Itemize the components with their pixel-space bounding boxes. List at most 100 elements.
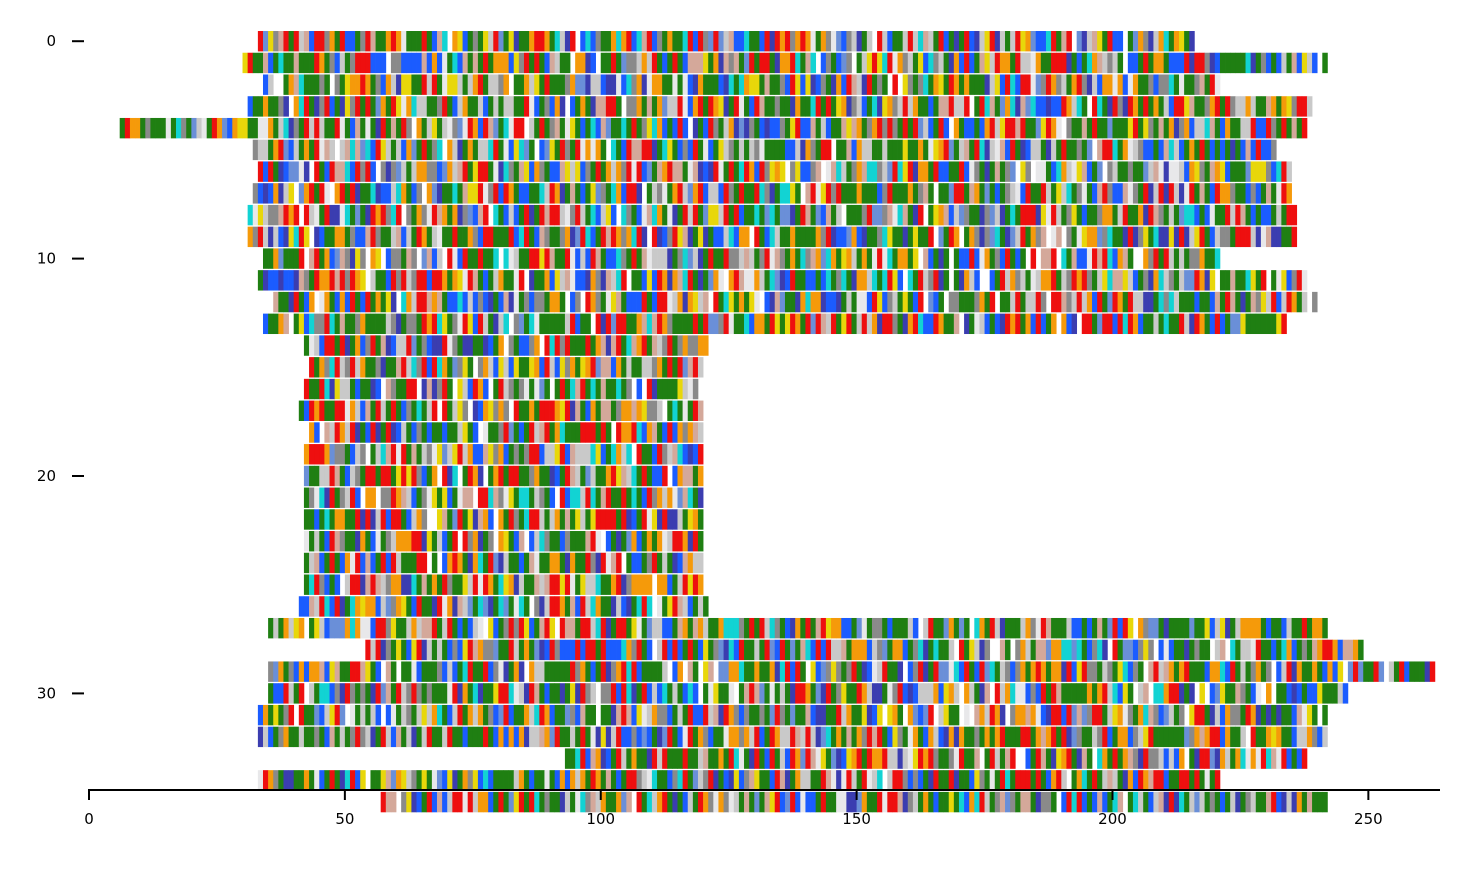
alignment-cell — [257, 204, 264, 226]
alignment-cell — [677, 509, 683, 530]
alignment-cell — [984, 183, 991, 204]
alignment-cell — [723, 313, 730, 335]
alignment-cell — [912, 270, 919, 291]
alignment-cell — [631, 661, 637, 682]
alignment-cell — [923, 617, 929, 639]
alignment-cell — [1260, 183, 1267, 204]
alignment-cell — [672, 465, 678, 487]
alignment-cell — [278, 204, 284, 226]
alignment-cell — [713, 52, 719, 74]
alignment-cell — [871, 313, 878, 335]
alignment-cell — [595, 96, 602, 117]
alignment-cell — [544, 378, 550, 400]
alignment-cell — [477, 639, 484, 661]
alignment-cell — [518, 335, 525, 356]
alignment-cell — [871, 661, 878, 682]
alignment-cell — [570, 574, 576, 595]
alignment-cell — [769, 726, 776, 748]
alignment-cell — [1173, 639, 1180, 661]
alignment-cell — [298, 96, 305, 117]
alignment-cell — [595, 139, 602, 161]
alignment-cell — [1337, 683, 1344, 704]
alignment-cell — [585, 683, 591, 704]
alignment-cell — [1076, 226, 1083, 248]
alignment-cell — [1015, 139, 1021, 161]
alignment-cell — [943, 661, 950, 682]
alignment-cell — [687, 335, 694, 356]
alignment-cell — [861, 248, 868, 269]
alignment-cell — [918, 661, 924, 682]
alignment-cell — [559, 509, 566, 530]
alignment-cell — [462, 74, 469, 95]
alignment-cell — [738, 117, 745, 139]
alignment-cell — [1306, 96, 1313, 117]
alignment-cell — [610, 639, 617, 661]
alignment-cell — [1076, 52, 1083, 74]
alignment-cell — [370, 357, 376, 378]
alignment-cell — [1025, 639, 1031, 661]
alignment-cell — [181, 117, 187, 139]
alignment-cell — [523, 378, 530, 400]
alignment-cell — [559, 248, 566, 269]
alignment-cell — [1266, 117, 1272, 139]
alignment-cell — [1266, 161, 1272, 182]
alignment-cell — [815, 683, 822, 704]
alignment-cell — [836, 248, 842, 269]
alignment-cell — [1071, 226, 1078, 248]
alignment-cell — [416, 357, 422, 378]
alignment-cell — [370, 335, 376, 356]
alignment-cell — [810, 183, 817, 204]
alignment-cell — [682, 683, 689, 704]
alignment-cell — [1204, 704, 1211, 726]
alignment-cell — [595, 574, 602, 595]
alignment-cell — [974, 31, 980, 52]
alignment-cell — [498, 444, 504, 465]
alignment-cell — [462, 226, 469, 248]
alignment-cell — [1235, 96, 1241, 117]
alignment-cell — [600, 74, 607, 95]
alignment-cell — [605, 552, 612, 574]
alignment-cell — [682, 422, 689, 443]
alignment-cell — [651, 748, 658, 769]
alignment-cell — [692, 748, 699, 769]
alignment-cell — [1158, 117, 1165, 139]
alignment-cell — [344, 335, 351, 356]
alignment-cell — [472, 552, 479, 574]
alignment-cell — [626, 400, 632, 421]
alignment-cell — [298, 139, 305, 161]
alignment-cell — [1015, 313, 1021, 335]
alignment-cell — [426, 422, 433, 443]
alignment-cell — [1255, 704, 1262, 726]
alignment-cell — [401, 357, 407, 378]
alignment-cell — [718, 52, 724, 74]
alignment-cell — [1163, 726, 1170, 748]
alignment-cell — [457, 204, 463, 226]
alignment-cell — [1066, 204, 1072, 226]
alignment-cell — [1245, 661, 1252, 682]
alignment-cell — [447, 139, 453, 161]
alignment-cell — [621, 270, 627, 291]
alignment-cell — [385, 487, 392, 508]
alignment-cell — [319, 161, 325, 182]
alignment-cell — [933, 726, 939, 748]
alignment-cell — [288, 204, 295, 226]
alignment-cell — [923, 248, 929, 269]
alignment-cell — [1132, 291, 1139, 313]
alignment-cell — [564, 552, 571, 574]
alignment-cell — [974, 704, 980, 726]
alignment-cell — [733, 96, 740, 117]
alignment-cell — [426, 617, 433, 639]
alignment-cell — [570, 74, 576, 95]
alignment-cell — [1066, 117, 1072, 139]
alignment-cell — [595, 270, 602, 291]
alignment-cell — [355, 270, 361, 291]
alignment-cell — [523, 465, 530, 487]
alignment-cell — [1102, 617, 1108, 639]
alignment-cell — [498, 96, 504, 117]
alignment-cell — [257, 117, 264, 139]
alignment-cell — [1092, 291, 1098, 313]
alignment-cell — [329, 683, 335, 704]
alignment-cell — [744, 204, 750, 226]
alignment-cell — [406, 204, 412, 226]
alignment-cell — [948, 31, 955, 52]
